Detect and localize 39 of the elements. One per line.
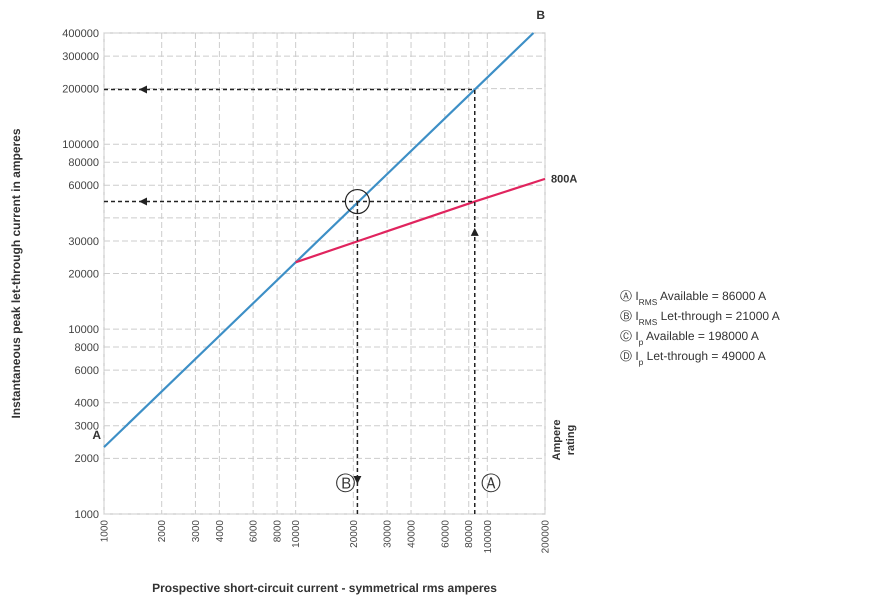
y-tick-label: 300000 [62, 50, 99, 63]
y-tick-label: 4000 [74, 398, 99, 410]
y-tick-label: 400000 [62, 28, 99, 40]
text: Ⓓ I$_{p}$ Let-through = 49000 A [620, 349, 766, 367]
x-tick-label: 20000 [348, 520, 360, 548]
x-tick-label: 10000 [291, 520, 302, 548]
annotation: B [536, 8, 546, 22]
annotation: A [92, 428, 102, 442]
y-tick-label: 6000 [74, 365, 99, 378]
x-tick-label: 6000 [248, 520, 260, 542]
text: Ⓐ I$_{RMS}$ Available = 86000 A [620, 289, 766, 307]
y-tick-label: 2000 [74, 453, 99, 466]
x-tick-label: 2000 [157, 520, 168, 542]
series-label: 800A [551, 174, 578, 186]
x-axis-title: Prospective short-circuit current - symmetrical rms amperes [152, 581, 498, 595]
y-tick-label: 80000 [68, 157, 99, 170]
y-tick-label: 10000 [68, 324, 99, 336]
text: Ⓒ I$_{p}$ Available = 198000 A [620, 329, 759, 347]
y-tick-label: 30000 [68, 236, 99, 248]
annotation: Ⓐ [480, 473, 501, 495]
x-tick-label: 3000 [190, 520, 202, 542]
text: Ampere rating [551, 420, 577, 460]
annotation: Ⓑ [335, 473, 356, 495]
x-tick-label: 60000 [440, 520, 452, 548]
x-tick-label: 8000 [272, 520, 284, 542]
x-tick-label: 4000 [214, 520, 226, 542]
x-tick-label: 200000 [540, 520, 552, 554]
y-tick-label: 60000 [68, 180, 99, 192]
y-axis-title: Instantaneous peak let-through current in amperes [9, 128, 23, 419]
y-tick-label: 200000 [62, 83, 99, 96]
y-tick-label: 1000 [74, 508, 99, 521]
y-tick-label: 100000 [62, 139, 99, 152]
y-tick-label: 8000 [74, 342, 99, 354]
x-tick-label: 40000 [406, 520, 418, 548]
y-tick-label: 20000 [68, 268, 99, 280]
x-tick-label: 30000 [382, 520, 394, 548]
x-tick-label: 80000 [464, 520, 476, 548]
x-tick-label: 100000 [482, 520, 494, 554]
text: Ⓑ I$_{RMS}$ Let-through = 21000 A [620, 309, 780, 327]
